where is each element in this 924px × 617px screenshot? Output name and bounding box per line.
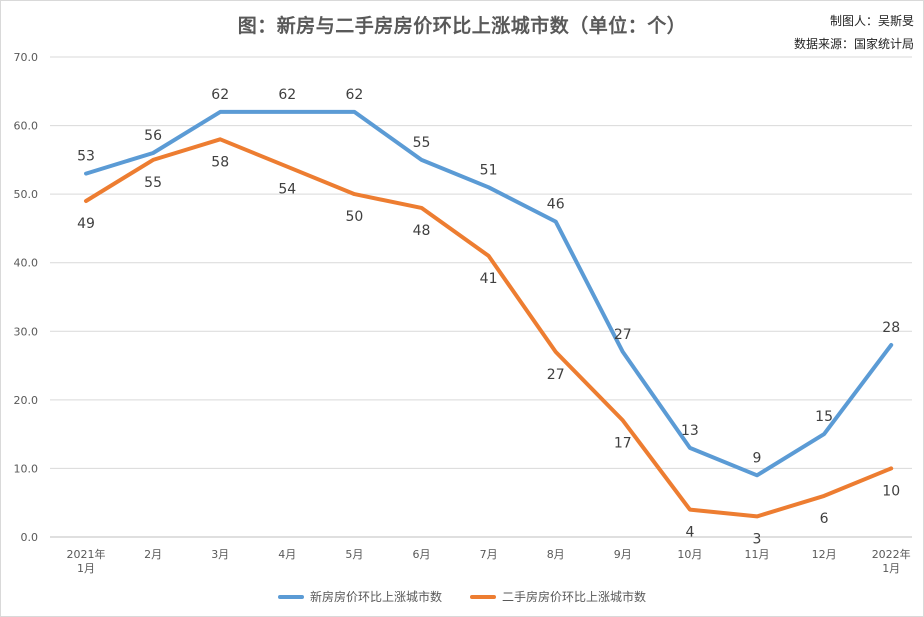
data-label-second-hand-homes: 55 bbox=[144, 175, 162, 191]
y-tick-label: 0.0 bbox=[21, 531, 39, 544]
data-label-new-homes: 62 bbox=[211, 87, 229, 103]
data-label-new-homes: 28 bbox=[882, 320, 900, 336]
x-tick-label: 2022年 1月 bbox=[872, 547, 911, 575]
chart-legend: 新房房价环比上涨城市数 二手房房价环比上涨城市数 bbox=[0, 588, 924, 605]
data-label-new-homes: 27 bbox=[614, 327, 632, 343]
x-tick-label: 8月 bbox=[547, 548, 565, 561]
x-tick-label: 7月 bbox=[480, 548, 498, 561]
data-label-second-hand-homes: 49 bbox=[77, 216, 95, 232]
data-label-second-hand-homes: 6 bbox=[820, 511, 829, 527]
legend-swatch-second-hand-homes bbox=[470, 594, 496, 599]
data-label-new-homes: 13 bbox=[681, 423, 699, 439]
data-label-second-hand-homes: 4 bbox=[685, 525, 694, 541]
data-label-second-hand-homes: 3 bbox=[753, 531, 762, 547]
chart-title: 图：新房与二手房房价环比上涨城市数（单位：个） bbox=[237, 15, 687, 37]
data-label-new-homes: 15 bbox=[815, 409, 833, 425]
data-label-new-homes: 62 bbox=[278, 87, 296, 103]
data-label-new-homes: 55 bbox=[413, 135, 431, 151]
legend-item-new-homes: 新房房价环比上涨城市数 bbox=[277, 588, 442, 605]
x-tick-label: 12月 bbox=[812, 548, 837, 561]
data-label-second-hand-homes: 48 bbox=[413, 223, 431, 239]
data-label-new-homes: 53 bbox=[77, 149, 95, 165]
data-label-new-homes: 51 bbox=[480, 162, 498, 178]
y-tick-label: 10.0 bbox=[14, 462, 39, 475]
legend-item-second-hand-homes: 二手房房价环比上涨城市数 bbox=[470, 588, 646, 605]
data-label-second-hand-homes: 10 bbox=[882, 483, 900, 499]
y-tick-label: 60.0 bbox=[14, 120, 39, 133]
data-label-second-hand-homes: 41 bbox=[480, 271, 498, 287]
y-tick-label: 30.0 bbox=[14, 325, 39, 338]
x-tick-label: 4月 bbox=[278, 548, 296, 561]
data-label-second-hand-homes: 54 bbox=[278, 182, 296, 198]
data-label-new-homes: 56 bbox=[144, 128, 162, 144]
x-tick-label: 3月 bbox=[211, 548, 229, 561]
x-tick-label: 10月 bbox=[677, 548, 702, 561]
chart-source-credit: 数据来源：国家统计局 bbox=[793, 37, 914, 51]
x-tick-label: 11月 bbox=[745, 548, 770, 561]
data-label-new-homes: 46 bbox=[547, 197, 565, 213]
data-label-second-hand-homes: 27 bbox=[547, 367, 565, 383]
x-tick-label: 5月 bbox=[345, 548, 363, 561]
x-tick-label: 2021年 1月 bbox=[67, 547, 106, 575]
x-tick-label: 9月 bbox=[614, 548, 632, 561]
legend-swatch-new-homes bbox=[277, 594, 304, 599]
y-tick-label: 70.0 bbox=[14, 51, 39, 64]
data-label-second-hand-homes: 17 bbox=[614, 435, 632, 451]
x-tick-label: 6月 bbox=[413, 548, 431, 561]
legend-label-second-hand-homes: 二手房房价环比上涨城市数 bbox=[502, 590, 647, 604]
chart-author-credit: 制图人：吴斯旻 bbox=[829, 14, 914, 28]
series-line-new-homes bbox=[84, 109, 894, 478]
data-label-new-homes: 62 bbox=[345, 87, 363, 103]
y-tick-label: 40.0 bbox=[14, 257, 39, 270]
y-tick-label: 50.0 bbox=[14, 188, 39, 201]
data-label-new-homes: 9 bbox=[753, 450, 762, 466]
data-label-second-hand-homes: 50 bbox=[345, 209, 363, 225]
data-label-second-hand-homes: 58 bbox=[211, 154, 229, 170]
y-tick-label: 20.0 bbox=[14, 394, 39, 407]
series-line-second-hand-homes bbox=[84, 137, 894, 519]
x-tick-label: 2月 bbox=[144, 548, 162, 561]
legend-label-new-homes: 新房房价环比上涨城市数 bbox=[309, 590, 442, 604]
